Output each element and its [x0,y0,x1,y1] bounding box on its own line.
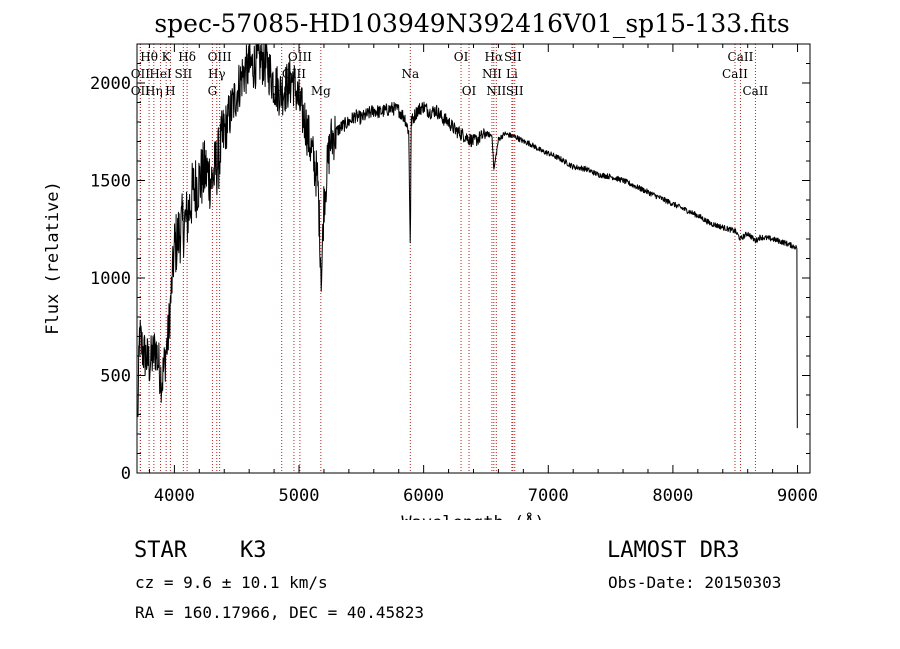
x-tick-label: 4000 [154,486,195,506]
y-axis-label: Flux (relative) [43,181,63,335]
y-tick-label: 2000 [90,74,131,94]
x-tick-label: 9000 [777,486,818,506]
line-marker-label: G [208,84,218,98]
spectrum-chart: spec-57085-HD103949N392416V01_sp15-133.f… [43,9,818,520]
x-tick-label: 5000 [279,486,320,506]
x-axis-label: Wavelength (Å) [401,511,544,520]
survey-name: LAMOST DR3 [607,538,740,563]
y-tick-label: 1000 [90,269,131,289]
line-marker-label: Hδ [178,50,196,64]
y-tick-label: 500 [100,367,131,387]
y-tick-label: 0 [121,464,131,484]
spectrum-layer [137,43,798,429]
line-marker-label: OI [454,50,469,64]
x-tick-label: 6000 [403,486,444,506]
line-marker-label: SII [504,50,522,64]
line-marker-label: Na [401,67,419,81]
line-marker-label: OII [131,84,151,98]
line-marker-label: OI [462,84,477,98]
line-marker-label: HeI [149,67,172,81]
spectrum-line [137,43,798,429]
x-tick-label: 8000 [652,486,693,506]
y-tick-label: 1500 [90,172,131,192]
line-marker-label: NII [486,84,506,98]
axis-ticks: 4000 5000 6000 7000 8000 9000 0 500 1000 1500 2000 [90,44,818,506]
obs-date: Obs-Date: 20150303 [608,573,782,592]
line-marker-label: H [165,84,175,98]
coordinates-readout: RA = 160.17966, DEC = 40.45823 [135,603,424,622]
line-marker-label: OIII [208,50,232,64]
chart-title: spec-57085-HD103949N392416V01_sp15-133.f… [154,9,789,38]
line-marker-label: CaII [722,67,748,81]
line-marker-label: SII [175,67,193,81]
line-marker-label: Hη [145,84,163,98]
line-marker-label: NII [482,67,502,81]
line-marker-label: CaII [742,84,768,98]
object-class: STAR [134,538,187,563]
line-marker-label: Hθ [140,50,158,64]
line-marker-label: OIII [288,50,312,64]
line-marker-label: Li [506,67,518,81]
object-subclass: K3 [240,538,267,563]
x-tick-label: 7000 [528,486,569,506]
redshift-readout: cz = 9.6 ± 10.1 km/s [135,573,328,592]
line-marker-label: Hα [485,50,504,64]
line-marker-label: SII [506,84,524,98]
line-marker-label: CaII [728,50,754,64]
line-marker-label: Mg [311,84,331,98]
line-marker-label: Hγ [208,67,226,81]
line-marker-label: K [162,50,172,64]
